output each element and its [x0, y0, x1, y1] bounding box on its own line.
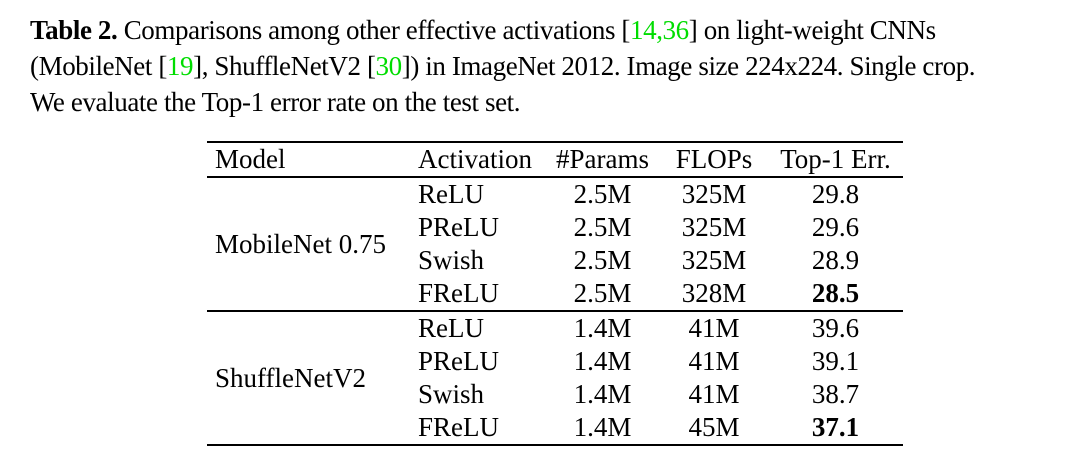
- cell-top1-err: 28.9: [811, 245, 860, 275]
- citation-link[interactable]: 14,36: [630, 15, 689, 45]
- table-caption: Table 2. Comparisons among other effecti…: [30, 12, 1070, 120]
- cell-params: 1.4M: [573, 379, 632, 409]
- table-row: FReLU 2.5M 328M 28.5: [207, 277, 903, 311]
- cell-top1-err: 29.6: [811, 212, 860, 242]
- caption-label: Table 2.: [30, 15, 118, 45]
- cell-flops: 41M: [688, 313, 740, 343]
- cell-top1-err: 37.1: [811, 412, 860, 442]
- caption-text: ], ShuffleNetV2 [: [193, 51, 376, 81]
- cell-activation: PReLU: [418, 346, 499, 376]
- caption-text: We evaluate the Top-1 error rate on the …: [30, 87, 521, 117]
- cell-activation: Swish: [418, 245, 485, 275]
- cell-top1-err: 39.6: [811, 313, 860, 343]
- citation-link[interactable]: 30: [375, 51, 403, 81]
- caption-text: ] on light-weight CNNs: [688, 15, 936, 45]
- table-row: MobileNet 0.75 ReLU 2.5M 325M 29.8: [207, 177, 903, 259]
- col-header-model: Model: [215, 144, 286, 174]
- cell-activation: ReLU: [418, 313, 484, 343]
- cell-params: 1.4M: [573, 346, 632, 376]
- caption-line-3: We evaluate the Top-1 error rate on the …: [30, 84, 1070, 120]
- cell-activation: FReLU: [418, 412, 499, 442]
- cell-params: 2.5M: [573, 278, 632, 308]
- cell-params: 2.5M: [573, 212, 632, 242]
- cell-model: MobileNet 0.75: [215, 228, 386, 259]
- table-row: PReLU 2.5M 325M 29.6: [207, 211, 903, 244]
- table-row: ShuffleNetV2 ReLU 1.4M 41M 39.6: [207, 311, 903, 393]
- caption-text: Comparisons among other effective activa…: [117, 15, 631, 45]
- results-table-header: Model Activation #Params FLOPs Top-1 Err.: [207, 142, 903, 177]
- cell-activation: ReLU: [418, 179, 484, 209]
- caption-line-1: Table 2. Comparisons among other effecti…: [30, 12, 1070, 48]
- cell-flops: 325M: [681, 245, 747, 275]
- col-header-activation: Activation: [418, 144, 532, 174]
- cell-flops: 325M: [681, 179, 747, 209]
- cell-activation: FReLU: [418, 278, 499, 308]
- cell-flops: 45M: [688, 412, 740, 442]
- cell-activation: PReLU: [418, 212, 499, 242]
- citation-link[interactable]: 19: [166, 51, 194, 81]
- caption-text: ]) in ImageNet 2012. Image size 224x224.…: [401, 51, 976, 81]
- caption-line-2: (MobileNet [19], ShuffleNetV2 [30]) in I…: [30, 48, 1070, 84]
- cell-params: 2.5M: [573, 179, 632, 209]
- model-group-1: MobileNet 0.75 ReLU 2.5M 325M 29.8 PReLU 2.5M 3…: [207, 177, 903, 311]
- cell-top1-err: 39.1: [811, 346, 860, 376]
- table-row: Swish 2.5M 325M 28.9: [207, 244, 903, 277]
- cell-flops: 41M: [688, 346, 740, 376]
- cell-top1-err: 38.7: [811, 379, 860, 409]
- cell-model: ShuffleNetV2: [215, 362, 366, 393]
- table-row: Swish 1.4M 41M 38.7: [207, 378, 903, 411]
- col-header-flops: FLOPs: [675, 144, 753, 174]
- cell-params: 1.4M: [573, 412, 632, 442]
- table-row: PReLU 1.4M 41M 39.1: [207, 345, 903, 378]
- cell-flops: 328M: [681, 278, 747, 308]
- model-group-2: ShuffleNetV2 ReLU 1.4M 41M 39.6 PReLU 1.4M 41M 3…: [207, 311, 903, 445]
- cell-flops: 325M: [681, 212, 747, 242]
- col-header-params: #Params: [556, 144, 649, 174]
- cell-flops: 41M: [688, 379, 740, 409]
- cell-top1-err: 29.8: [811, 179, 860, 209]
- caption-text: (MobileNet [: [30, 51, 167, 81]
- cell-top1-err: 28.5: [811, 278, 860, 308]
- col-header-top1: Top-1 Err.: [780, 144, 891, 174]
- cell-params: 2.5M: [573, 245, 632, 275]
- cell-params: 1.4M: [573, 313, 632, 343]
- table-row: FReLU 1.4M 45M 37.1: [207, 411, 903, 445]
- cell-activation: Swish: [418, 379, 485, 409]
- results-table: Model Activation #Params FLOPs Top-1 Err. Mo…: [207, 141, 903, 446]
